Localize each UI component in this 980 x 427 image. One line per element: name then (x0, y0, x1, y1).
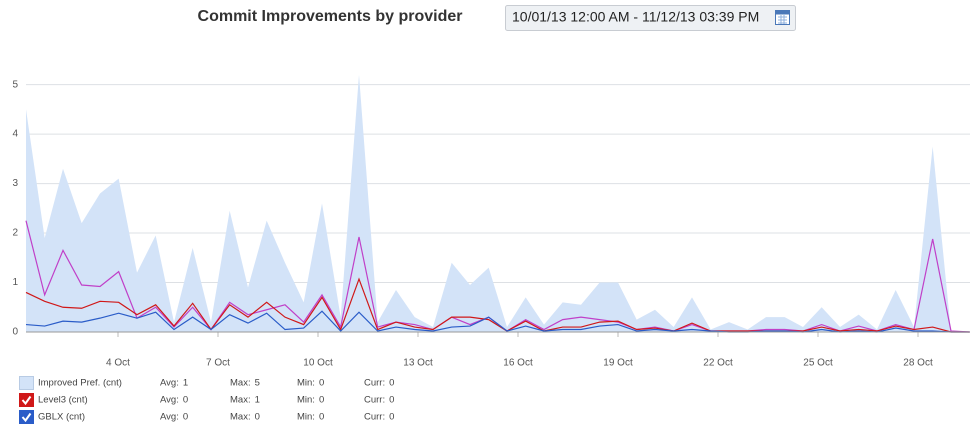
legend-stat-label: Avg: (160, 412, 179, 423)
legend-stat-value: 0 (389, 395, 394, 406)
calendar-icon[interactable] (775, 10, 790, 25)
legend-stat-label: Curr: (364, 412, 385, 423)
legend-stat-value: 0 (319, 395, 324, 406)
x-tick-label: 22 Oct (703, 358, 733, 369)
legend-stat-label: Curr: (364, 395, 385, 406)
chart-title: Commit Improvements by provider (198, 8, 463, 25)
legend-swatch[interactable] (19, 393, 34, 407)
y-tick-label: 2 (12, 228, 18, 239)
legend-stat-label: Max: (230, 395, 251, 406)
date-range-box[interactable] (505, 5, 796, 31)
x-tick-label: 28 Oct (903, 358, 933, 369)
legend-stat-value: 0 (389, 412, 394, 423)
y-tick-label: 3 (12, 178, 18, 189)
calendar-grid[interactable] (778, 15, 787, 24)
x-tick-label: 7 Oct (206, 358, 230, 369)
legend-label[interactable]: GBLX (cnt) (38, 412, 85, 423)
legend-stat-label: Curr: (364, 378, 385, 389)
legend-label[interactable]: Level3 (cnt) (38, 395, 88, 406)
legend-stat-label: Min: (297, 412, 315, 423)
y-tick-label: 4 (12, 129, 18, 140)
y-tick-label: 5 (12, 79, 18, 90)
legend-swatch[interactable] (19, 410, 34, 424)
legend-stat-value: 5 (255, 378, 260, 389)
x-tick-label: 4 Oct (106, 358, 130, 369)
legend-check[interactable] (21, 395, 32, 406)
calendar-header[interactable] (775, 10, 790, 15)
legend-stat-label: Max: (230, 378, 251, 389)
x-tick-label: 10 Oct (303, 358, 333, 369)
legend: Improved Pref. (cnt) Avg: 1 Max: 5 Min: 0 Curr:… (19, 376, 394, 424)
legend-stat-value: 0 (183, 412, 188, 423)
line-series (25, 277, 970, 333)
line-series (25, 310, 970, 333)
legend-stat-label: Max: (230, 412, 251, 423)
legend-stat-value: 1 (255, 395, 260, 406)
x-tick-label: 13 Oct (403, 358, 433, 369)
plot-area: 0 1 2 3 4 5 4 Oct 7 Oct 10 Oct 13 Oct 16 Oct 19 Oct… (12, 50, 970, 369)
legend-stat-value: 0 (319, 412, 324, 423)
plot-background (26, 50, 970, 332)
date-range[interactable]: 10/01/13 12:00 AM - 11/12/13 03:39 PM (512, 9, 759, 25)
legend-stat-value: 0 (319, 378, 324, 389)
legend-stat-label: Avg: (160, 378, 179, 389)
legend-swatch[interactable] (19, 376, 34, 390)
legend-stat-label: Min: (297, 395, 315, 406)
legend-stat-value: 1 (183, 378, 188, 389)
legend-label[interactable]: Improved Pref. (cnt) (38, 378, 122, 389)
legend-stat-value: 0 (183, 395, 188, 406)
y-tick-label: 0 (12, 327, 18, 338)
legend-stat-value: 0 (255, 412, 260, 423)
y-tick-label: 1 (12, 277, 18, 288)
x-tick-label: 25 Oct (803, 358, 833, 369)
area-series (26, 74, 970, 332)
legend-check[interactable] (21, 412, 32, 423)
legend-stat-label: Avg: (160, 395, 179, 406)
x-tick-label: 16 Oct (503, 358, 533, 369)
x-tick-label: 19 Oct (603, 358, 633, 369)
legend-stat-label: Min: (297, 378, 315, 389)
legend-stat-value: 0 (389, 378, 394, 389)
